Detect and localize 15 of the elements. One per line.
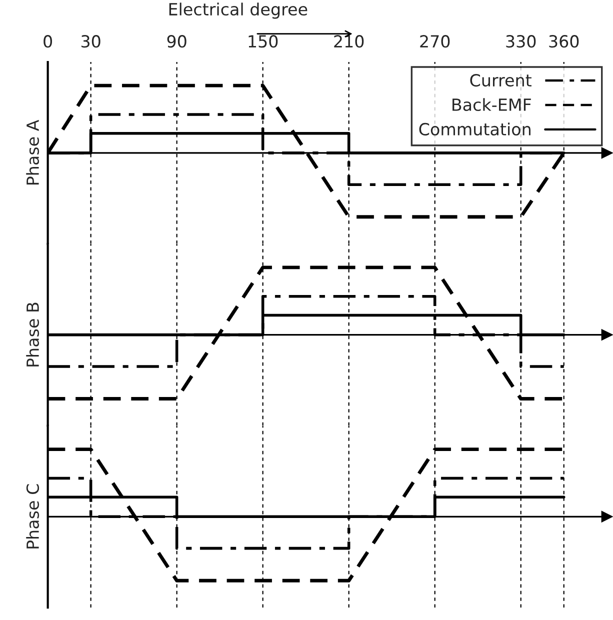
y-axis-title: Phase A	[26, 120, 40, 185]
legend-label: Back-EMF	[452, 98, 531, 112]
y-axis-title: Phase B	[26, 302, 40, 366]
legend-label: Commutation	[419, 122, 530, 136]
legend-label: Current	[470, 74, 532, 87]
y-axis-title: Phase C	[26, 484, 40, 548]
x-tick-label: 30	[81, 35, 100, 48]
x-tick-label: 330	[506, 35, 536, 48]
x-tick-label: 360	[549, 35, 579, 48]
x-axis-title: Electrical degree	[169, 2, 308, 19]
x-tick-label: 90	[167, 35, 186, 48]
x-tick-label: 270	[420, 35, 450, 48]
x-tick-label: 150	[248, 35, 278, 48]
x-tick-label: 0	[44, 35, 52, 48]
x-tick-label: 210	[334, 35, 364, 48]
